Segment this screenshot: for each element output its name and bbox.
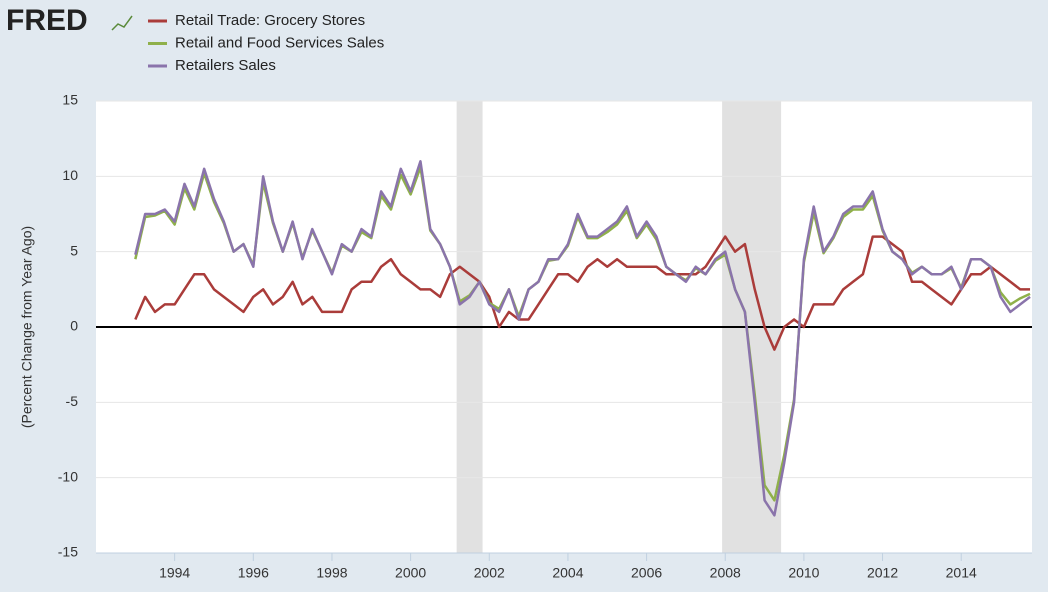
x-tick-label: 2008 bbox=[710, 565, 741, 581]
x-tick-label: 1996 bbox=[238, 565, 269, 581]
x-tick-label: 1994 bbox=[159, 565, 190, 581]
y-tick-label: 15 bbox=[62, 92, 78, 108]
x-tick-label: 2010 bbox=[788, 565, 819, 581]
x-tick-label: 2004 bbox=[552, 565, 583, 581]
series-line bbox=[134, 235, 1031, 351]
y-axis-label: (Percent Change from Year Ago) bbox=[19, 226, 35, 428]
x-tick-label: 2014 bbox=[946, 565, 977, 581]
y-tick-label: -10 bbox=[58, 468, 78, 484]
x-tick-label: 2002 bbox=[474, 565, 505, 581]
y-tick-label: 0 bbox=[70, 318, 78, 334]
y-tick-label: -15 bbox=[58, 544, 78, 560]
legend-label: Retailers Sales bbox=[175, 57, 276, 74]
x-tick-label: 1998 bbox=[316, 565, 347, 581]
legend-label: Retail Trade: Grocery Stores bbox=[175, 12, 365, 29]
y-tick-label: 10 bbox=[62, 167, 78, 183]
logo: FRED bbox=[6, 4, 88, 37]
y-tick-label: 5 bbox=[70, 242, 78, 258]
x-tick-label: 2012 bbox=[867, 565, 898, 581]
x-tick-label: 2000 bbox=[395, 565, 426, 581]
logo-icon bbox=[111, 15, 133, 31]
y-tick-label: -5 bbox=[66, 393, 79, 409]
legend-label: Retail and Food Services Sales bbox=[175, 34, 384, 51]
x-tick-label: 2006 bbox=[631, 565, 662, 581]
series-line bbox=[134, 160, 1031, 517]
